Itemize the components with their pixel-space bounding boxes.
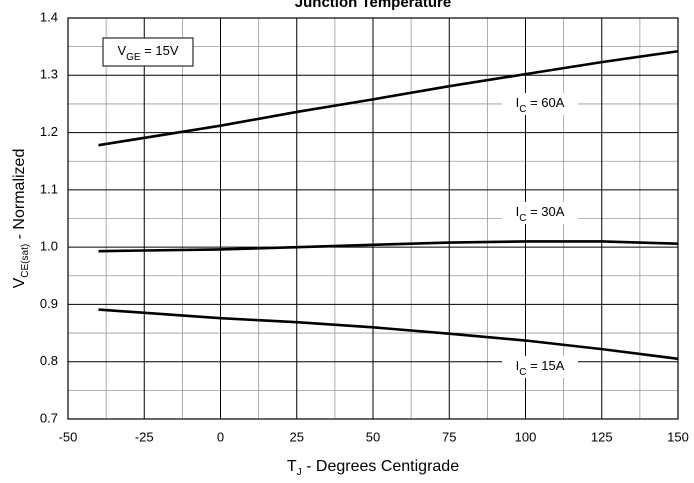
- series-label-main: I: [516, 95, 520, 110]
- y-axis-label: VCE(sat) - Normalized: [11, 149, 31, 289]
- annotation-box: [102, 37, 194, 67]
- x-axis-label-main: T: [287, 458, 297, 475]
- x-tick-label: -50: [59, 429, 78, 444]
- series-line: [98, 49, 679, 147]
- x-axis-label-sub: J: [297, 467, 302, 478]
- y-axis-label-sub: CE(sat): [20, 244, 31, 278]
- series-label-main: I: [516, 204, 520, 219]
- series-label-rest: = 30A: [526, 204, 564, 219]
- series-label: IC = 60A: [516, 95, 565, 115]
- y-tick-label: 0.8: [40, 353, 58, 368]
- x-tick-label: 150: [667, 429, 689, 444]
- x-tick-label: 125: [591, 429, 613, 444]
- series-label-sub: C: [519, 367, 526, 378]
- annotation-rest: = 15V: [141, 43, 179, 58]
- y-tick-label: 1.3: [40, 67, 58, 82]
- x-axis-label-rest: - Degrees Centigrade: [302, 458, 460, 475]
- y-tick-label: 1.2: [40, 124, 58, 139]
- chart-title: Junction Temperature: [295, 0, 451, 11]
- series-label-sub: C: [519, 213, 526, 224]
- label-box: [502, 356, 578, 378]
- x-tick-label: 25: [290, 429, 304, 444]
- y-tick-label: 0.7: [40, 410, 58, 425]
- x-tick-label: -25: [135, 429, 154, 444]
- series-label-rest: = 60A: [526, 95, 564, 110]
- x-tick-label: 50: [366, 429, 380, 444]
- series-label-sub: C: [519, 104, 526, 115]
- y-tick-label: 1.4: [40, 9, 58, 24]
- series-line: [98, 308, 679, 361]
- annotation-sub: GE: [126, 52, 141, 63]
- annotation-main: V: [117, 43, 126, 58]
- series-label-main: I: [516, 358, 520, 373]
- y-tick-label: 0.9: [40, 296, 58, 311]
- series-label: IC = 15A: [516, 358, 565, 378]
- plot-frame: [67, 17, 679, 420]
- y-tick-label: 1.0: [40, 239, 58, 254]
- x-tick-label: 0: [217, 429, 224, 444]
- x-tick-label: 75: [442, 429, 456, 444]
- x-axis-label: TJ - Degrees Centigrade: [287, 458, 459, 478]
- series-label: IC = 30A: [516, 204, 565, 224]
- x-tick-label: 100: [515, 429, 537, 444]
- series-label-rest: = 15A: [526, 358, 564, 373]
- label-box: [502, 202, 578, 224]
- series-line: [98, 240, 679, 253]
- y-tick-label: 1.1: [40, 181, 58, 196]
- label-box: [502, 93, 578, 115]
- y-axis-label-rest: - Normalized: [11, 149, 28, 244]
- annotation: VGE = 15V: [117, 43, 178, 63]
- y-axis-label-main: V: [11, 277, 28, 288]
